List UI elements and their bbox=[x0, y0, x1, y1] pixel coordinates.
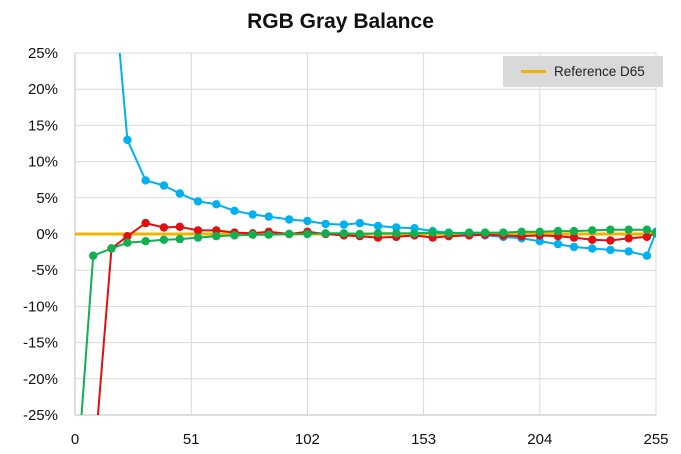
data-point-0 bbox=[193, 197, 203, 206]
data-point-0 bbox=[553, 239, 563, 249]
x-tick-label: 204 bbox=[527, 431, 552, 448]
data-point-0 bbox=[373, 221, 383, 231]
legend-swatch-reference bbox=[521, 70, 546, 73]
legend: Reference D65 bbox=[503, 56, 663, 87]
data-point-1 bbox=[159, 223, 169, 232]
x-tick-label: 0 bbox=[71, 431, 79, 448]
data-point-2 bbox=[339, 229, 349, 238]
y-tick-label: -5% bbox=[31, 262, 58, 279]
y-tick-label: 0% bbox=[36, 226, 58, 243]
data-point-2 bbox=[535, 227, 544, 236]
data-point-2 bbox=[428, 228, 437, 237]
data-point-0 bbox=[175, 189, 184, 198]
data-point-2 bbox=[480, 228, 490, 237]
y-tick-label: -20% bbox=[23, 371, 58, 388]
data-point-2 bbox=[642, 225, 652, 234]
data-point-0 bbox=[303, 216, 312, 226]
data-point-0 bbox=[355, 218, 364, 228]
data-point-0 bbox=[642, 251, 652, 260]
data-point-2 bbox=[373, 229, 383, 238]
data-point-1 bbox=[212, 226, 221, 235]
x-tick-label: 153 bbox=[411, 431, 436, 448]
data-point-2 bbox=[264, 230, 273, 239]
data-point-1 bbox=[569, 233, 579, 242]
data-point-0 bbox=[264, 212, 273, 221]
y-tick-label: 25% bbox=[28, 45, 58, 62]
data-point-2 bbox=[193, 233, 203, 242]
data-point-2 bbox=[444, 229, 453, 238]
data-point-2 bbox=[230, 231, 239, 240]
data-point-1 bbox=[193, 226, 203, 235]
data-point-2 bbox=[303, 229, 312, 239]
series-line-1 bbox=[96, 222, 656, 415]
tick-labels: 25% 20% 15% 10% 5% 0% -5% -10% -15% -20% -25% 0 51 10… bbox=[23, 45, 669, 448]
data-point-2 bbox=[624, 225, 633, 234]
data-point-0 bbox=[141, 176, 150, 185]
x-tick-label: 255 bbox=[643, 431, 668, 448]
data-point-0 bbox=[588, 244, 597, 253]
data-point-0 bbox=[606, 245, 615, 255]
data-point-2 bbox=[89, 251, 98, 260]
x-tick-label: 51 bbox=[183, 431, 200, 448]
data-point-2 bbox=[175, 234, 184, 244]
data-point-1 bbox=[175, 222, 184, 231]
data-point-0 bbox=[624, 247, 633, 256]
data-point-2 bbox=[159, 235, 169, 244]
data-point-2 bbox=[321, 229, 330, 238]
data-point-0 bbox=[535, 237, 544, 246]
data-point-0 bbox=[569, 242, 579, 252]
data-point-2 bbox=[123, 238, 132, 247]
data-point-2 bbox=[285, 229, 294, 239]
y-tick-label: 20% bbox=[28, 81, 58, 98]
data-point-1 bbox=[123, 232, 132, 241]
data-point-2 bbox=[606, 225, 615, 234]
data-point-2 bbox=[569, 226, 579, 236]
data-point-2 bbox=[517, 227, 526, 236]
data-point-2 bbox=[465, 228, 474, 237]
data-point-2 bbox=[588, 226, 597, 235]
data-point-1 bbox=[642, 232, 652, 242]
y-tick-label: 5% bbox=[36, 190, 58, 207]
data-point-1 bbox=[588, 235, 597, 244]
data-point-0 bbox=[123, 135, 132, 145]
data-point-0 bbox=[321, 219, 330, 229]
y-tick-label: 10% bbox=[28, 154, 58, 171]
y-tick-label: -15% bbox=[23, 335, 58, 352]
data-point-2 bbox=[248, 230, 257, 239]
data-point-2 bbox=[212, 232, 221, 241]
data-point-1 bbox=[606, 236, 615, 245]
data-point-end-2 bbox=[651, 229, 656, 238]
data-point-0 bbox=[339, 220, 349, 229]
data-point-2 bbox=[499, 228, 508, 237]
series-line-0 bbox=[118, 53, 656, 257]
y-tick-label: -25% bbox=[23, 407, 58, 424]
data-point-2 bbox=[355, 229, 364, 239]
data-point-0 bbox=[392, 223, 401, 232]
data-point-0 bbox=[285, 215, 294, 224]
legend-label-reference: Reference D65 bbox=[554, 64, 645, 79]
data-point-0 bbox=[248, 210, 257, 219]
data-point-1 bbox=[141, 218, 150, 228]
data-point-0 bbox=[212, 200, 221, 209]
data-point-0 bbox=[230, 206, 239, 215]
y-tick-label: 15% bbox=[28, 117, 58, 134]
y-tick-label: -10% bbox=[23, 298, 58, 315]
data-point-0 bbox=[159, 181, 169, 190]
data-point-2 bbox=[410, 229, 419, 238]
data-point-1 bbox=[624, 234, 633, 243]
markers-group bbox=[89, 135, 656, 260]
data-point-2 bbox=[392, 229, 401, 238]
data-point-2 bbox=[107, 244, 116, 253]
data-point-2 bbox=[553, 226, 563, 236]
data-point-2 bbox=[141, 237, 150, 246]
x-tick-label: 102 bbox=[295, 431, 320, 448]
series-line-2 bbox=[80, 228, 656, 415]
chart-title: RGB Gray Balance bbox=[247, 10, 434, 33]
